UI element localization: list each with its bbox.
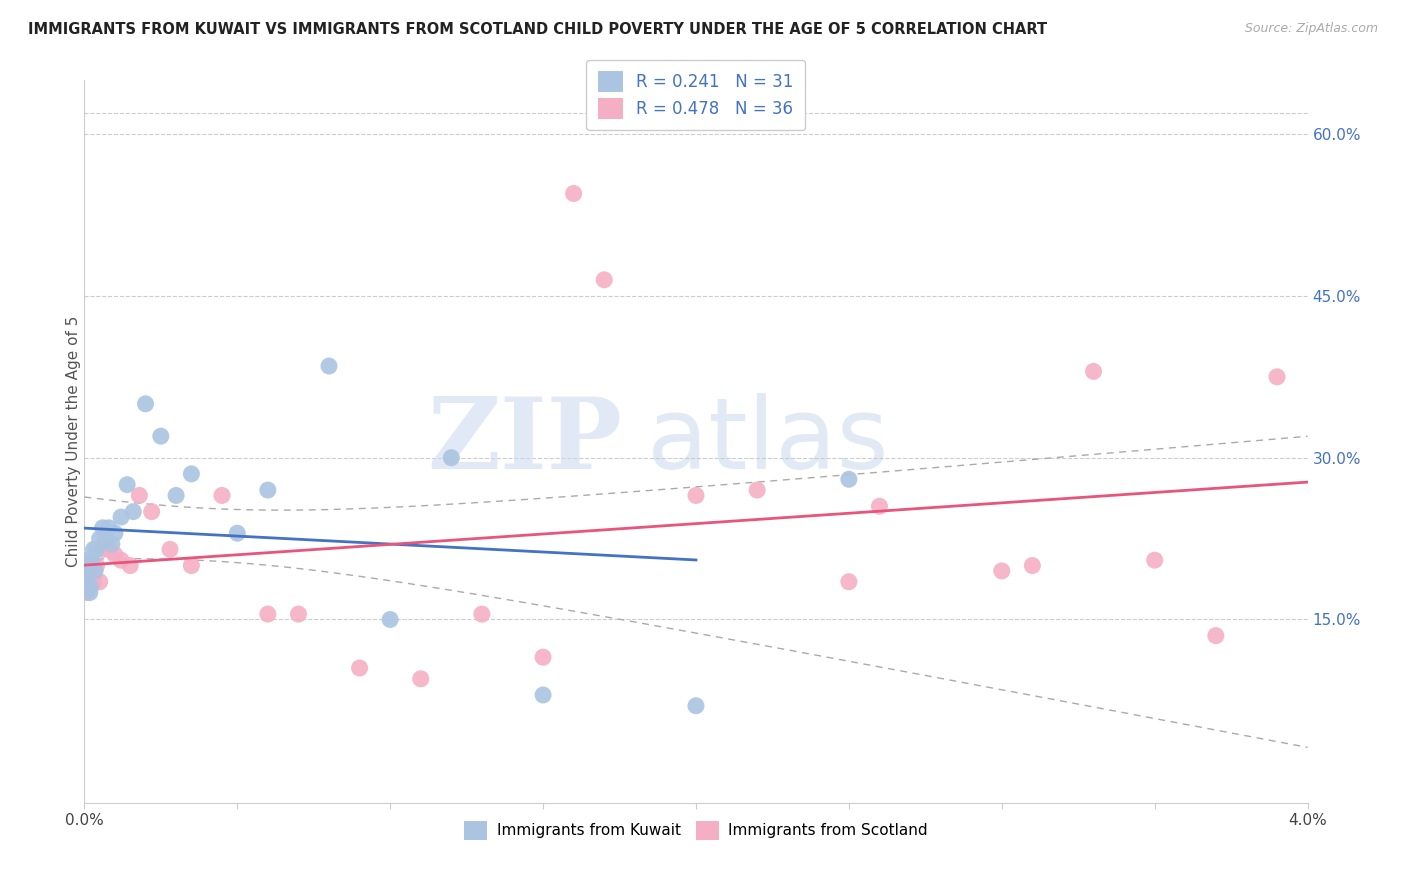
Point <box>97 542 120 557</box>
Point <box>79 580 101 594</box>
Point <box>747 483 769 497</box>
Point <box>76 585 98 599</box>
Point <box>110 510 132 524</box>
Point <box>531 650 554 665</box>
Text: IMMIGRANTS FROM KUWAIT VS IMMIGRANTS FROM SCOTLAND CHILD POVERTY UNDER THE AGE O: IMMIGRANTS FROM KUWAIT VS IMMIGRANTS FRO… <box>28 22 1047 37</box>
Point <box>101 537 124 551</box>
Point <box>120 558 142 573</box>
Text: Source: ZipAtlas.com: Source: ZipAtlas.com <box>1244 22 1378 36</box>
Y-axis label: Child Poverty Under the Age of 5: Child Poverty Under the Age of 5 <box>66 316 80 567</box>
Point <box>141 505 163 519</box>
Point <box>91 521 114 535</box>
Legend: Immigrants from Kuwait, Immigrants from Scotland: Immigrants from Kuwait, Immigrants from … <box>458 815 934 846</box>
Point <box>79 569 101 583</box>
Point <box>380 612 402 626</box>
Point <box>349 661 371 675</box>
Point <box>104 526 127 541</box>
Point <box>685 488 707 502</box>
Point <box>869 500 891 514</box>
Point <box>1265 369 1288 384</box>
Point <box>77 558 100 573</box>
Point <box>593 273 616 287</box>
Point <box>97 521 120 535</box>
Point <box>75 564 97 578</box>
Point <box>86 558 108 573</box>
Point <box>89 574 111 589</box>
Point <box>76 553 98 567</box>
Point <box>257 607 280 621</box>
Point <box>76 574 98 589</box>
Point <box>226 526 249 541</box>
Point <box>83 542 105 557</box>
Point <box>84 564 107 578</box>
Point <box>83 574 105 589</box>
Point <box>135 397 157 411</box>
Point <box>75 574 97 589</box>
Point <box>1143 553 1166 567</box>
Point <box>110 553 132 567</box>
Point <box>76 564 98 578</box>
Point <box>991 564 1014 578</box>
Point <box>180 558 202 573</box>
Text: atlas: atlas <box>647 393 889 490</box>
Point <box>79 585 101 599</box>
Point <box>409 672 432 686</box>
Point <box>440 450 463 465</box>
Point <box>159 542 181 557</box>
Point <box>180 467 202 481</box>
Point <box>471 607 494 621</box>
Point <box>318 359 340 373</box>
Point <box>86 542 108 557</box>
Point <box>838 574 860 589</box>
Text: ZIP: ZIP <box>427 393 623 490</box>
Point <box>531 688 554 702</box>
Point <box>1083 364 1105 378</box>
Point <box>94 532 117 546</box>
Point <box>165 488 187 502</box>
Point <box>80 553 103 567</box>
Point <box>562 186 585 201</box>
Point <box>1205 629 1227 643</box>
Point <box>149 429 172 443</box>
Point <box>104 548 127 562</box>
Point <box>1021 558 1043 573</box>
Point <box>122 505 145 519</box>
Point <box>77 558 100 573</box>
Point <box>287 607 309 621</box>
Point <box>91 542 114 557</box>
Point <box>685 698 707 713</box>
Point <box>128 488 150 502</box>
Point <box>257 483 280 497</box>
Point <box>89 532 111 546</box>
Point <box>115 477 138 491</box>
Point <box>838 472 860 486</box>
Point <box>211 488 233 502</box>
